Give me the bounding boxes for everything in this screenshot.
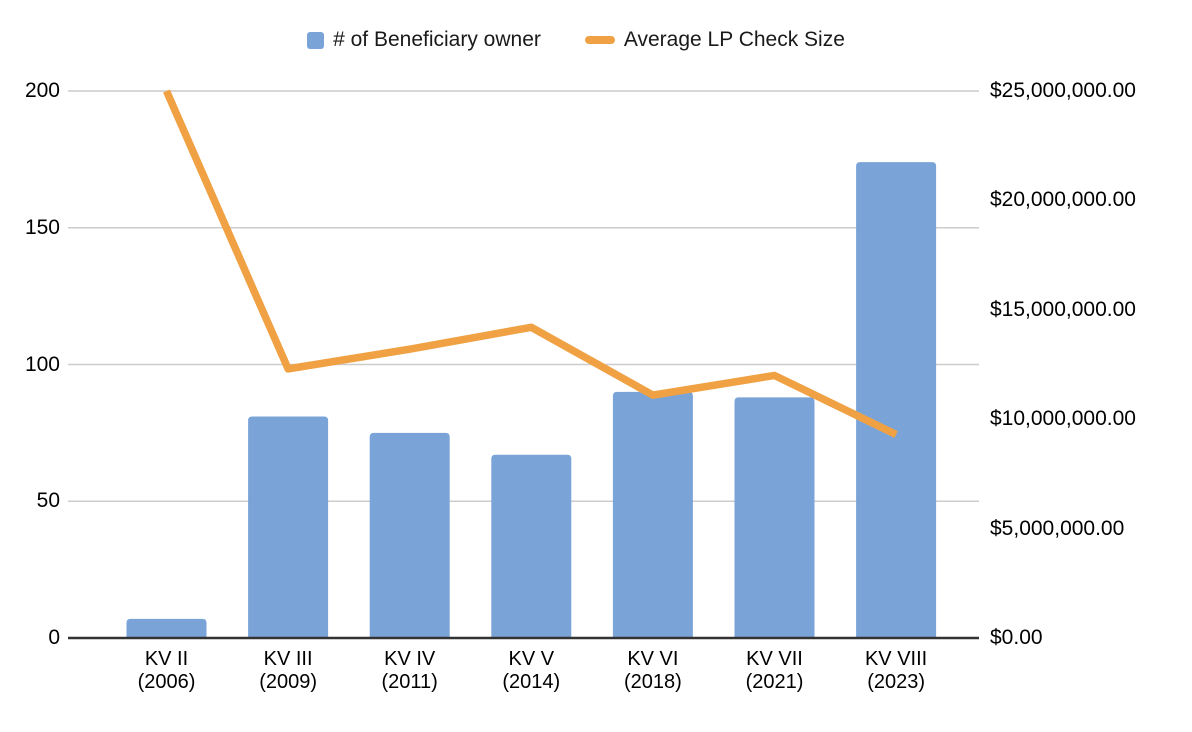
chart-legend: # of Beneficiary owner Average LP Check … bbox=[0, 28, 1152, 52]
x-axis-category-label: KV IV (2011) bbox=[345, 648, 475, 694]
x-axis-category-label: KV VII (2021) bbox=[710, 648, 840, 694]
bar bbox=[248, 416, 329, 638]
line-series bbox=[163, 89, 898, 438]
bar bbox=[612, 391, 693, 638]
left-axis-tick-label: 150 bbox=[24, 215, 60, 239]
left-axis-tick-label: 200 bbox=[24, 79, 60, 102]
category-year: (2021) bbox=[745, 671, 804, 693]
legend-item-beneficiary-owner: # of Beneficiary owner bbox=[307, 28, 541, 52]
right-axis-tick-label: $25,000,000.00 bbox=[990, 79, 1136, 102]
right-axis-tick-label: $5,000,000.00 bbox=[990, 516, 1125, 540]
legend-item-lp-check-size: Average LP Check Size bbox=[584, 28, 845, 52]
category-year: (2018) bbox=[623, 671, 682, 693]
bar bbox=[491, 454, 572, 638]
category-name: KV V bbox=[508, 648, 555, 670]
x-axis-category-label: KV V (2014) bbox=[466, 648, 596, 694]
bar bbox=[369, 432, 450, 638]
left-axis-tick-label: 100 bbox=[24, 352, 60, 376]
category-name: KV IV bbox=[384, 648, 436, 670]
category-name: KV VII bbox=[746, 648, 803, 670]
category-year: (2011) bbox=[381, 671, 438, 693]
bar bbox=[856, 162, 937, 639]
category-year: (2023) bbox=[867, 671, 925, 693]
category-name: KV VI bbox=[627, 648, 679, 670]
x-axis-category-label: KV II (2006) bbox=[102, 648, 232, 694]
bar-series-swatch-icon bbox=[307, 31, 325, 49]
right-axis-tick-label: $0.00 bbox=[990, 626, 1043, 649]
legend-label: # of Beneficiary owner bbox=[333, 28, 541, 51]
category-year: (2009) bbox=[259, 671, 317, 693]
right-axis-tick-label: $15,000,000.00 bbox=[990, 297, 1136, 321]
x-axis-category-label: KV III (2009) bbox=[223, 648, 353, 694]
category-name: KV VIII bbox=[864, 648, 928, 670]
x-axis-category-label: KV VIII (2023) bbox=[831, 648, 961, 694]
left-axis-tick-label: 0 bbox=[48, 626, 60, 649]
category-year: (2014) bbox=[502, 671, 561, 693]
legend-label: Average LP Check Size bbox=[623, 28, 845, 51]
right-axis-tick-label: $10,000,000.00 bbox=[990, 407, 1136, 431]
category-name: KV III bbox=[263, 648, 313, 670]
line-series-swatch-icon bbox=[584, 36, 615, 44]
category-name: KV II bbox=[144, 648, 189, 670]
right-axis-tick-label: $20,000,000.00 bbox=[990, 188, 1136, 212]
left-axis-tick-label: 50 bbox=[36, 489, 60, 513]
category-year: (2006) bbox=[137, 671, 196, 693]
bar bbox=[126, 618, 207, 638]
x-axis-category-label: KV VI (2018) bbox=[588, 648, 718, 694]
bar bbox=[734, 397, 815, 638]
